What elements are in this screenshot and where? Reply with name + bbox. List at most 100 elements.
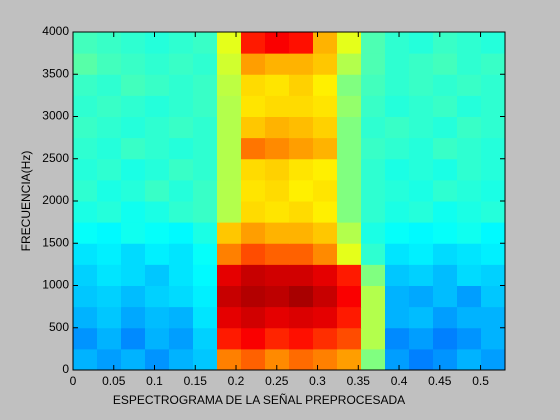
heatmap-cell (313, 285, 338, 308)
heatmap-cell (337, 243, 362, 265)
heatmap-cell (289, 137, 314, 160)
heatmap-cell (313, 327, 338, 350)
heatmap-cell (121, 179, 146, 202)
heatmap-cell (313, 53, 338, 75)
heatmap-cell (457, 222, 482, 244)
heatmap-cell (457, 158, 482, 181)
heatmap-cell (385, 179, 410, 202)
heatmap-cell (73, 243, 98, 265)
heatmap-cell (337, 32, 362, 54)
heatmap-cell (97, 327, 122, 350)
heatmap-cell (313, 116, 338, 139)
heatmap-cell (145, 116, 170, 139)
heatmap-cell (313, 201, 338, 223)
x-tick-label: 0 (70, 374, 77, 388)
heatmap-cell (457, 264, 482, 286)
x-tick-label: 0.25 (265, 374, 289, 388)
heatmap-cell (97, 264, 122, 286)
heatmap-cell (361, 74, 386, 96)
heatmap-cell (73, 327, 98, 350)
heatmap-cell (481, 222, 506, 244)
heatmap-cell (169, 327, 194, 350)
heatmap-cell (217, 348, 242, 371)
heatmap-cell (145, 327, 170, 350)
heatmap-cell (385, 201, 410, 223)
heatmap-cell (409, 285, 434, 308)
heatmap-cell (265, 306, 290, 329)
heatmap-cell (313, 95, 338, 117)
heatmap-cell (121, 74, 146, 96)
heatmap-cell (73, 201, 98, 223)
heatmap-cell (73, 95, 98, 117)
heatmap-cell (385, 74, 410, 96)
heatmap-cell (289, 53, 314, 75)
heatmap-cell (385, 32, 410, 54)
heatmap-cell (217, 327, 242, 350)
heatmap-cell (337, 53, 362, 75)
heatmap (73, 32, 506, 371)
heatmap-cell (409, 158, 434, 181)
heatmap-cell (385, 222, 410, 244)
heatmap-cell (97, 53, 122, 75)
heatmap-cell (385, 327, 410, 350)
heatmap-cell (433, 222, 458, 244)
heatmap-cell (169, 243, 194, 265)
y-tick-label: 500 (49, 320, 69, 334)
heatmap-cell (337, 264, 362, 286)
heatmap-cell (385, 306, 410, 329)
heatmap-cell (481, 285, 506, 308)
heatmap-cell (217, 32, 242, 54)
heatmap-cell (241, 285, 266, 308)
x-tick-label: 0.05 (102, 374, 126, 388)
heatmap-cell (265, 201, 290, 223)
heatmap-cell (145, 53, 170, 75)
heatmap-cell (433, 306, 458, 329)
heatmap-cell (409, 137, 434, 160)
heatmap-cell (313, 222, 338, 244)
heatmap-cell (73, 158, 98, 181)
heatmap-cell (385, 53, 410, 75)
heatmap-cell (97, 158, 122, 181)
heatmap-cell (241, 348, 266, 371)
heatmap-cell (481, 348, 506, 371)
heatmap-cell (73, 348, 98, 371)
heatmap-cell (433, 116, 458, 139)
heatmap-cell (361, 201, 386, 223)
heatmap-cell (169, 158, 194, 181)
heatmap-cell (73, 32, 98, 54)
heatmap-cell (169, 32, 194, 54)
heatmap-cell (265, 222, 290, 244)
heatmap-cell (217, 116, 242, 139)
x-tick-label: 0.1 (146, 374, 163, 388)
heatmap-cell (337, 116, 362, 139)
heatmap-cell (481, 158, 506, 181)
heatmap-cell (193, 137, 218, 160)
heatmap-cell (193, 116, 218, 139)
heatmap-cell (289, 348, 314, 371)
heatmap-cell (217, 243, 242, 265)
heatmap-cell (73, 222, 98, 244)
heatmap-cell (97, 32, 122, 54)
heatmap-cell (313, 306, 338, 329)
heatmap-cell (481, 264, 506, 286)
y-axis-label: FRECUENCIA(Hz) (19, 151, 33, 252)
heatmap-cell (73, 179, 98, 202)
heatmap-cell (385, 285, 410, 308)
heatmap-cell (265, 53, 290, 75)
heatmap-cell (121, 137, 146, 160)
heatmap-cell (145, 74, 170, 96)
heatmap-cell (457, 201, 482, 223)
heatmap-cell (73, 116, 98, 139)
heatmap-cell (145, 158, 170, 181)
heatmap-cell (217, 74, 242, 96)
heatmap-cell (145, 201, 170, 223)
heatmap-cell (145, 285, 170, 308)
heatmap-cell (433, 53, 458, 75)
heatmap-cell (409, 53, 434, 75)
heatmap-cell (121, 201, 146, 223)
heatmap-cell (481, 74, 506, 96)
heatmap-cell (313, 348, 338, 371)
heatmap-cell (265, 95, 290, 117)
heatmap-cell (121, 32, 146, 54)
heatmap-cell (457, 116, 482, 139)
